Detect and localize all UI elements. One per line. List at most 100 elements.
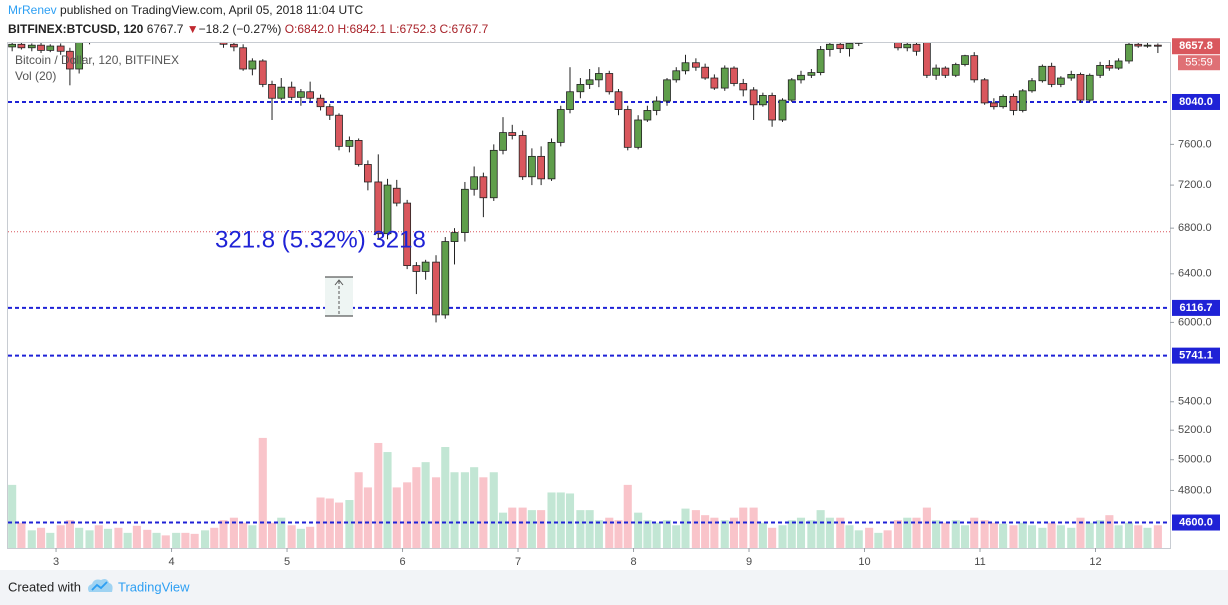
- candle-body: [951, 64, 960, 76]
- candle-layer: [8, 43, 1162, 323]
- volume-bar: [565, 493, 575, 548]
- level-label-box: [1172, 299, 1220, 316]
- volume-bar: [932, 520, 941, 548]
- close: C:6767.7: [440, 22, 489, 36]
- candle-body: [941, 67, 950, 76]
- last-price-box: [1172, 38, 1220, 55]
- candle-body: [508, 132, 517, 136]
- candle-body: [46, 45, 55, 51]
- volume-bar: [103, 528, 113, 548]
- volume-bar: [874, 532, 883, 548]
- author[interactable]: MrRenev: [8, 3, 57, 17]
- volume-bar: [374, 442, 383, 548]
- candle-body: [432, 261, 440, 316]
- candle-body: [989, 102, 998, 108]
- volume-bar: [758, 522, 767, 548]
- candle-body: [528, 155, 536, 178]
- volume-bar: [508, 507, 517, 548]
- volume-bar: [479, 477, 488, 548]
- volume-bar: [200, 530, 210, 548]
- candle-body: [316, 97, 325, 108]
- candle-body: [219, 43, 228, 45]
- volume-layer: [8, 437, 1162, 548]
- legend-title: Bitcoin / Dollar, 120, BITFINEX: [15, 53, 179, 67]
- volume-bar: [143, 529, 152, 548]
- volume-bar: [825, 517, 834, 548]
- candle-body: [970, 55, 979, 81]
- volume-bar: [845, 525, 854, 548]
- volume-bar: [1018, 522, 1027, 548]
- candle-body: [605, 73, 614, 93]
- tradingview-logo[interactable]: [88, 579, 113, 592]
- header-quote: BITFINEX:BTCUSD, 120 6767.7 ▼−18.2 (−0.2…: [8, 22, 489, 36]
- volume-bar: [1056, 525, 1065, 548]
- countdown-box: [1178, 55, 1220, 71]
- candle-body: [1038, 65, 1047, 82]
- candle-body: [932, 67, 940, 76]
- volume-bar: [1038, 527, 1047, 548]
- candle-body: [470, 176, 479, 190]
- volume-bar: [392, 487, 401, 548]
- volume-bar: [614, 520, 623, 548]
- candle-body: [230, 43, 238, 48]
- candle-body: [825, 43, 834, 50]
- candle-body: [710, 77, 719, 89]
- volume-bar: [450, 472, 459, 548]
- volume-bar: [85, 530, 94, 548]
- candle-body: [335, 114, 343, 147]
- volume-bar: [768, 527, 777, 548]
- volume-bar: [470, 467, 479, 548]
- candle-body: [8, 43, 17, 48]
- volume-bar: [152, 532, 161, 548]
- candle-body: [1018, 90, 1027, 111]
- candle-body: [403, 202, 412, 267]
- candle-body: [441, 241, 450, 316]
- candle-body: [1114, 60, 1123, 69]
- high: H:6842.1: [337, 22, 386, 36]
- volume-bar: [325, 498, 334, 548]
- measure-arrowhead: [334, 279, 344, 286]
- volume-bar: [1085, 522, 1094, 548]
- measure-label: 321.8 (5.32%) 3218: [215, 226, 426, 253]
- candle-body: [17, 43, 26, 49]
- candle-body: [1047, 65, 1056, 85]
- volume-bar: [1009, 525, 1018, 548]
- y-tick-label: 5400.0: [1178, 396, 1212, 408]
- candle-body: [392, 187, 401, 204]
- volume-bar: [181, 532, 190, 548]
- level-label: 8040.0: [1179, 96, 1213, 108]
- volume-bar: [1153, 525, 1162, 548]
- volume-bar: [27, 530, 36, 548]
- x-tick-label: 6: [399, 556, 405, 568]
- volume-bar: [460, 472, 469, 548]
- candle-body: [297, 91, 305, 98]
- candle-body: [1143, 44, 1152, 47]
- volume-bar: [720, 520, 729, 548]
- volume-bar: [865, 527, 874, 548]
- volume-bar: [334, 502, 344, 548]
- volume-bar: [1124, 522, 1134, 548]
- volume-bar: [836, 517, 845, 548]
- footer-brand[interactable]: TradingView: [118, 579, 190, 594]
- candle-body: [27, 44, 36, 49]
- y-tick-label: 5200.0: [1178, 424, 1212, 436]
- volume-bar: [229, 517, 238, 548]
- y-tick-label: 5000.0: [1178, 454, 1212, 466]
- level-label-box: [1172, 514, 1220, 531]
- candle-body: [980, 79, 989, 104]
- candle-body: [1085, 74, 1094, 101]
- candle-body: [450, 232, 459, 242]
- y-tick-label: 6800.0: [1178, 222, 1212, 234]
- candle-body: [643, 110, 652, 121]
- candle-body: [730, 67, 738, 84]
- volume-bar: [537, 510, 546, 548]
- volume-bar: [431, 477, 441, 548]
- candle-body: [56, 45, 65, 52]
- volume-bar: [1114, 525, 1123, 548]
- candle-body: [1154, 44, 1162, 47]
- line-layer: [8, 100, 1170, 524]
- volume-bar: [527, 510, 536, 548]
- volume-bar: [17, 522, 26, 548]
